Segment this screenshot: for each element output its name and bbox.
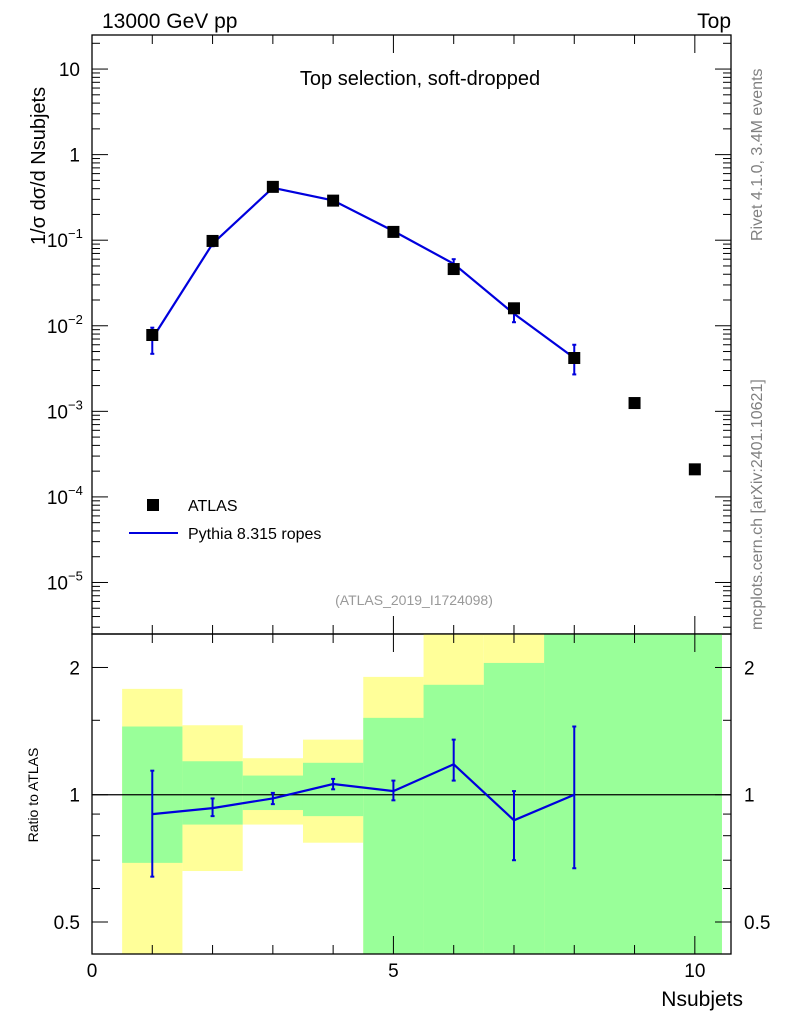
atlas-point xyxy=(507,302,520,315)
main-ylabel: 1/σ dσ/d Nsubjets xyxy=(28,87,50,245)
main-ylabel-text: 1/σ dσ/d Nsubjets xyxy=(28,87,50,245)
atlas-point xyxy=(688,463,701,476)
ratio-ytick-label-left: 1 xyxy=(69,786,80,807)
main-ytick-label: 10 xyxy=(47,573,68,594)
main-ytick-label: 10 xyxy=(47,402,68,423)
ratio-xtick-label: 0 xyxy=(87,961,98,982)
ratio-ytick-label-left: 0.5 xyxy=(54,913,80,934)
main-ytick-exponent: −2 xyxy=(68,312,83,327)
main-ytick-label: 10 xyxy=(59,60,80,81)
main-ytick-exponent: −1 xyxy=(68,226,83,241)
main-ytick-label: 10 xyxy=(47,231,68,252)
main-ytick-label: 10 xyxy=(47,488,68,509)
atlas-point xyxy=(146,329,159,342)
legend-pythia-label: Pythia 8.315 ropes xyxy=(188,526,321,543)
atlas-point xyxy=(327,194,340,207)
main-ytick-exponent: −4 xyxy=(68,483,83,498)
main-ytick-exponent: −3 xyxy=(68,397,83,412)
main-ytick-exponent: −5 xyxy=(68,568,83,583)
ratio-band-green xyxy=(363,717,424,954)
main-title: Top selection, soft-dropped xyxy=(300,68,540,90)
header-right: Top xyxy=(697,10,731,33)
legend: ATLAS Pythia 8.315 ropes xyxy=(129,498,321,543)
x-axis-label: Nsubjets xyxy=(661,988,743,1011)
atlas-point xyxy=(266,180,279,193)
ratio-frame xyxy=(91,633,732,955)
atlas-point xyxy=(568,352,581,365)
ratio-ylabel: Ratio to ATLAS xyxy=(25,748,41,843)
rivet-label: Rivet 4.1.0, 3.4M events xyxy=(749,68,766,241)
atlas-point xyxy=(387,225,400,238)
legend-atlas-marker xyxy=(147,499,159,511)
legend-atlas-label: ATLAS xyxy=(188,498,238,515)
ratio-xtick-label: 10 xyxy=(684,961,705,982)
ratio-xtick-label: 5 xyxy=(388,961,399,982)
main-ytick-label: 10 xyxy=(47,317,68,338)
header-left: 13000 GeV pp xyxy=(102,10,237,33)
main-ytick-label: 1 xyxy=(69,146,80,167)
ratio-ytick-label-right: 1 xyxy=(744,786,755,807)
atlas-point xyxy=(206,234,219,247)
main-panel: Top selection, soft-dropped (ATLAS_2019_… xyxy=(28,34,732,635)
ratio-line xyxy=(152,762,575,822)
ratio-panel: 0.5 0.5 1 1 2 2 0 5 10 Ratio to ATLAS Nsubjets xyxy=(25,633,770,1011)
atlas-point xyxy=(628,397,641,410)
main-frame xyxy=(91,34,732,635)
ratio-band-green xyxy=(423,684,484,954)
atlas-point xyxy=(447,263,460,276)
ratio-ytick-label-right: 0.5 xyxy=(744,913,770,934)
ratio-ytick-label-right: 2 xyxy=(744,658,755,679)
mcplots-label: mcplots.cern.ch [arXiv:2401.10621] xyxy=(749,379,766,630)
ratio-ytick-label-left: 2 xyxy=(69,658,80,679)
analysis-id: (ATLAS_2019_I1724098) xyxy=(335,592,493,608)
pythia-line xyxy=(151,186,575,359)
